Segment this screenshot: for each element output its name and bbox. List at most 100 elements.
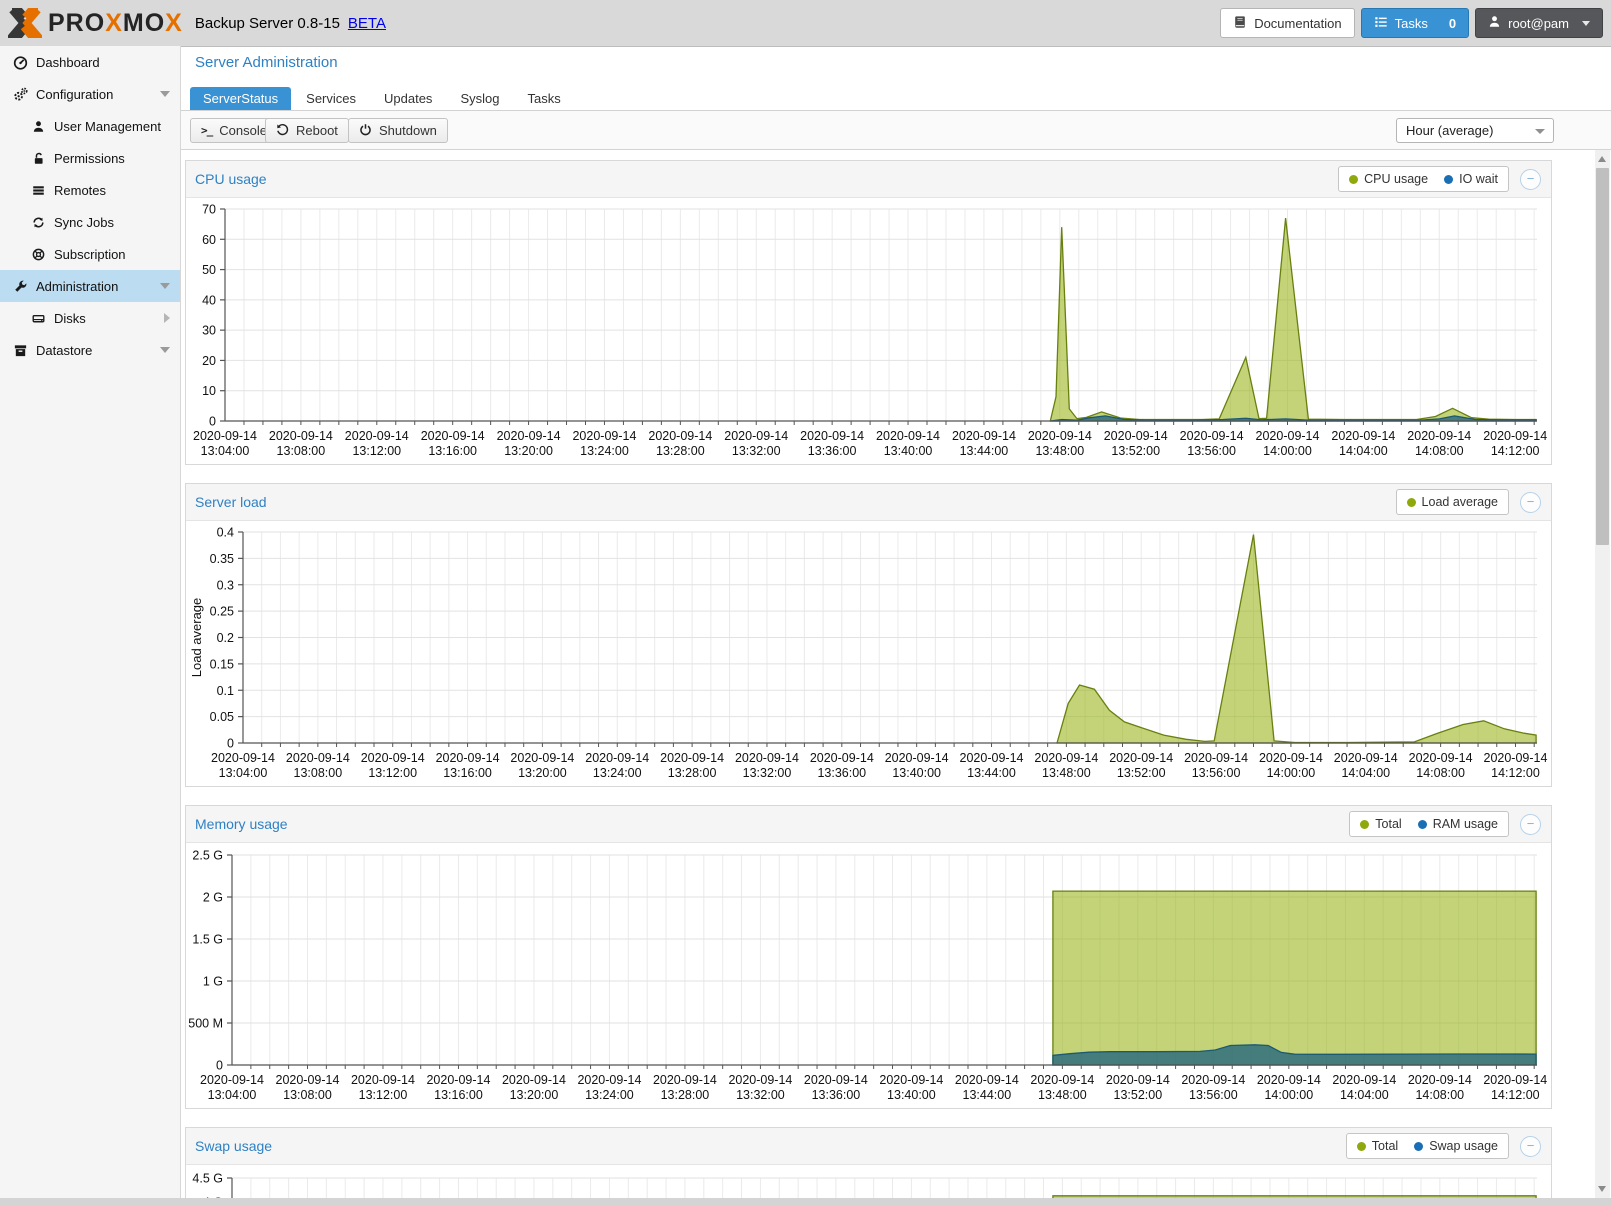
sidebar-item-user-management[interactable]: User Management <box>0 110 180 142</box>
svg-text:2020-09-14: 2020-09-14 <box>1483 1073 1547 1087</box>
sidebar-item-dashboard[interactable]: Dashboard <box>0 46 180 78</box>
legend-item[interactable]: CPU usage <box>1349 172 1428 186</box>
svg-text:13:40:00: 13:40:00 <box>884 444 933 458</box>
disk-icon <box>30 310 46 326</box>
svg-text:2020-09-14: 2020-09-14 <box>952 429 1016 443</box>
chevron-down-icon[interactable] <box>160 91 170 97</box>
legend-label: IO wait <box>1459 172 1498 186</box>
sidebar-item-configuration[interactable]: Configuration <box>0 78 180 110</box>
sidebar-item-subscription[interactable]: Subscription <box>0 238 180 270</box>
svg-text:2020-09-14: 2020-09-14 <box>572 429 636 443</box>
timeframe-select[interactable]: Hour (average) <box>1396 118 1554 143</box>
svg-text:10: 10 <box>202 384 216 398</box>
svg-text:2020-09-14: 2020-09-14 <box>1407 429 1471 443</box>
tab-serverstatus[interactable]: ServerStatus <box>190 87 291 110</box>
panel-title: Swap usage <box>195 1138 272 1154</box>
scrollbar-thumb[interactable] <box>1596 168 1609 545</box>
svg-text:2020-09-14: 2020-09-14 <box>510 751 574 765</box>
sidebar-item-label: Subscription <box>54 247 126 262</box>
svg-text:1 G: 1 G <box>203 975 223 989</box>
panel-title: Memory usage <box>195 816 288 832</box>
tab-tasks[interactable]: Tasks <box>514 87 573 110</box>
sidebar-item-label: Configuration <box>36 87 113 102</box>
svg-text:0.1: 0.1 <box>217 684 234 698</box>
tasks-button[interactable]: Tasks 0 <box>1361 8 1469 38</box>
scroll-down-arrow-icon[interactable] <box>1598 1186 1606 1192</box>
sidebar-item-datastore[interactable]: Datastore <box>0 334 180 366</box>
svg-text:2020-09-14: 2020-09-14 <box>800 429 864 443</box>
chevron-right-icon[interactable] <box>164 313 170 323</box>
chart-legend: Total RAM usage <box>1349 811 1509 837</box>
sidebar-item-label: Datastore <box>36 343 92 358</box>
svg-text:13:56:00: 13:56:00 <box>1187 444 1236 458</box>
svg-text:2020-09-14: 2020-09-14 <box>502 1073 566 1087</box>
svg-text:14:00:00: 14:00:00 <box>1267 766 1316 780</box>
legend-item[interactable]: Total <box>1357 1139 1398 1153</box>
svg-text:2020-09-14: 2020-09-14 <box>1259 751 1323 765</box>
beta-link[interactable]: BETA <box>348 15 386 32</box>
svg-text:2020-09-14: 2020-09-14 <box>810 751 874 765</box>
svg-text:13:24:00: 13:24:00 <box>585 1088 634 1102</box>
legend-item[interactable]: Swap usage <box>1414 1139 1498 1153</box>
sidebar-item-administration[interactable]: Administration <box>0 270 180 302</box>
documentation-button[interactable]: Documentation <box>1220 8 1354 38</box>
legend-dot-icon <box>1407 498 1416 507</box>
collapse-panel-icon[interactable]: − <box>1520 814 1541 835</box>
panel-memory-usage: Memory usage TotalRAM usage − 0500 M1 G1… <box>185 805 1552 1109</box>
collapse-panel-icon[interactable]: − <box>1520 169 1541 190</box>
scroll-up-arrow-icon[interactable] <box>1598 156 1606 162</box>
chart-legend: CPU usage IO wait <box>1338 166 1509 192</box>
legend-item[interactable]: Total <box>1360 817 1401 831</box>
legend-label: Total <box>1372 1139 1398 1153</box>
legend-label: RAM usage <box>1433 817 1498 831</box>
panel-header: Swap usage Total Swap usage − <box>186 1128 1551 1165</box>
tab-updates[interactable]: Updates <box>371 87 445 110</box>
legend-dot-icon <box>1414 1142 1423 1151</box>
svg-text:2020-09-14: 2020-09-14 <box>345 429 409 443</box>
reboot-icon <box>276 123 289 139</box>
shutdown-button[interactable]: Shutdown <box>348 118 448 143</box>
svg-text:13:40:00: 13:40:00 <box>887 1088 936 1102</box>
legend-label: Total <box>1375 817 1401 831</box>
svg-text:14:12:00: 14:12:00 <box>1491 766 1540 780</box>
tab-services[interactable]: Services <box>293 87 369 110</box>
svg-text:2020-09-14: 2020-09-14 <box>960 751 1024 765</box>
legend-item[interactable]: IO wait <box>1444 172 1498 186</box>
svg-text:13:12:00: 13:12:00 <box>352 444 401 458</box>
chevron-down-icon[interactable] <box>160 347 170 353</box>
tab-syslog[interactable]: Syslog <box>447 87 512 110</box>
vertical-scrollbar[interactable] <box>1595 150 1610 1198</box>
panel-header: Memory usage Total RAM usage − <box>186 806 1551 843</box>
chevron-down-icon <box>1535 129 1545 134</box>
collapse-panel-icon[interactable]: − <box>1520 1136 1541 1157</box>
sidebar: Dashboard Configuration User Management … <box>0 46 181 1198</box>
reboot-button[interactable]: Reboot <box>265 118 349 143</box>
user-menu-button[interactable]: root@pam <box>1475 8 1603 38</box>
toolbar: >_ Console Reboot Shutdown Hour (average… <box>181 111 1611 150</box>
svg-text:14:12:00: 14:12:00 <box>1491 444 1540 458</box>
legend-label: CPU usage <box>1364 172 1428 186</box>
svg-text:2020-09-14: 2020-09-14 <box>1256 429 1320 443</box>
chevron-down-icon[interactable] <box>160 283 170 289</box>
svg-text:2020-09-14: 2020-09-14 <box>193 429 257 443</box>
sidebar-item-label: Permissions <box>54 151 125 166</box>
svg-text:2020-09-14: 2020-09-14 <box>955 1073 1019 1087</box>
svg-text:2020-09-14: 2020-09-14 <box>1106 1073 1170 1087</box>
sidebar-item-disks[interactable]: Disks <box>0 302 180 334</box>
svg-text:13:08:00: 13:08:00 <box>283 1088 332 1102</box>
svg-text:2020-09-14: 2020-09-14 <box>735 751 799 765</box>
sidebar-item-permissions[interactable]: Permissions <box>0 142 180 174</box>
legend-item[interactable]: RAM usage <box>1418 817 1498 831</box>
svg-text:2020-09-14: 2020-09-14 <box>660 751 724 765</box>
collapse-panel-icon[interactable]: − <box>1520 492 1541 513</box>
charts-scroll-area: CPU usage CPU usageIO wait − 01020304050… <box>185 150 1552 1198</box>
sidebar-item-sync-jobs[interactable]: Sync Jobs <box>0 206 180 238</box>
sidebar-item-remotes[interactable]: Remotes <box>0 174 180 206</box>
svg-text:2020-09-14: 2020-09-14 <box>1109 751 1173 765</box>
svg-text:2020-09-14: 2020-09-14 <box>876 429 940 443</box>
svg-text:13:24:00: 13:24:00 <box>580 444 629 458</box>
legend-item[interactable]: Load average <box>1407 495 1498 509</box>
svg-text:2020-09-14: 2020-09-14 <box>1181 1073 1245 1087</box>
power-icon <box>359 123 372 139</box>
sidebar-item-label: Remotes <box>54 183 106 198</box>
